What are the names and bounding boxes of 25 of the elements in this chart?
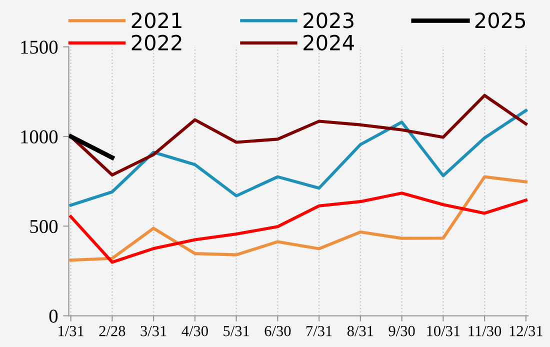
legend-label: 2023: [304, 12, 354, 28]
x-tick-label: 10/31: [427, 326, 460, 336]
x-tick-label: 1/31: [58, 326, 84, 336]
y-tick-label: 500: [30, 220, 58, 234]
x-tick-label: 3/31: [140, 326, 166, 336]
y-tick-label: 0: [49, 310, 58, 323]
x-tick-label: 9/30: [388, 326, 415, 336]
x-tick-label: 5/31: [224, 326, 249, 336]
line-series: [69, 175, 528, 262]
line-series: [69, 94, 528, 177]
legend-label: 2024: [304, 34, 354, 51]
legend-label: 2021: [132, 12, 182, 28]
x-tick-label: 6/30: [264, 326, 291, 336]
x-tick-label: 11/30: [468, 326, 502, 336]
y-tick-label: 1500: [21, 40, 58, 54]
x-tick-label: 8/31: [347, 326, 374, 336]
line-series: [69, 192, 528, 264]
legend-label: 2025: [475, 12, 526, 28]
legend-label: 2022: [132, 34, 182, 51]
line-series: [69, 108, 528, 207]
y-tick-label: 1000: [21, 130, 58, 144]
x-tick-label: 12/31: [510, 326, 542, 336]
x-tick-label: 2/28: [99, 326, 126, 336]
x-tick-label: 4/30: [182, 326, 208, 336]
x-tick-label: 7/31: [306, 326, 332, 336]
